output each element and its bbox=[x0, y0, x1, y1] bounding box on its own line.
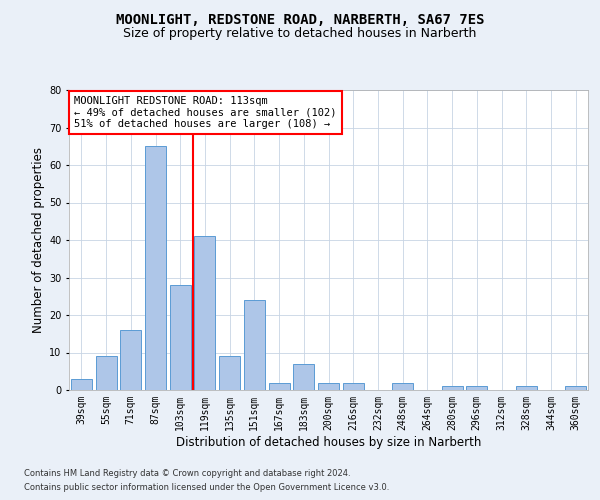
Bar bbox=[392, 382, 413, 390]
X-axis label: Distribution of detached houses by size in Narberth: Distribution of detached houses by size … bbox=[176, 436, 481, 448]
Text: MOONLIGHT REDSTONE ROAD: 113sqm
← 49% of detached houses are smaller (102)
51% o: MOONLIGHT REDSTONE ROAD: 113sqm ← 49% of… bbox=[74, 96, 337, 129]
Bar bbox=[194, 236, 215, 390]
Bar bbox=[120, 330, 141, 390]
Bar bbox=[244, 300, 265, 390]
Bar bbox=[442, 386, 463, 390]
Bar bbox=[466, 386, 487, 390]
Bar bbox=[343, 382, 364, 390]
Bar bbox=[293, 364, 314, 390]
Bar bbox=[95, 356, 116, 390]
Text: MOONLIGHT, REDSTONE ROAD, NARBERTH, SA67 7ES: MOONLIGHT, REDSTONE ROAD, NARBERTH, SA67… bbox=[116, 12, 484, 26]
Bar bbox=[145, 146, 166, 390]
Bar bbox=[318, 382, 339, 390]
Bar bbox=[219, 356, 240, 390]
Y-axis label: Number of detached properties: Number of detached properties bbox=[32, 147, 45, 333]
Text: Contains HM Land Registry data © Crown copyright and database right 2024.: Contains HM Land Registry data © Crown c… bbox=[24, 468, 350, 477]
Bar bbox=[170, 285, 191, 390]
Bar bbox=[565, 386, 586, 390]
Bar bbox=[516, 386, 537, 390]
Bar bbox=[269, 382, 290, 390]
Text: Contains public sector information licensed under the Open Government Licence v3: Contains public sector information licen… bbox=[24, 484, 389, 492]
Text: Size of property relative to detached houses in Narberth: Size of property relative to detached ho… bbox=[124, 28, 476, 40]
Bar bbox=[71, 379, 92, 390]
